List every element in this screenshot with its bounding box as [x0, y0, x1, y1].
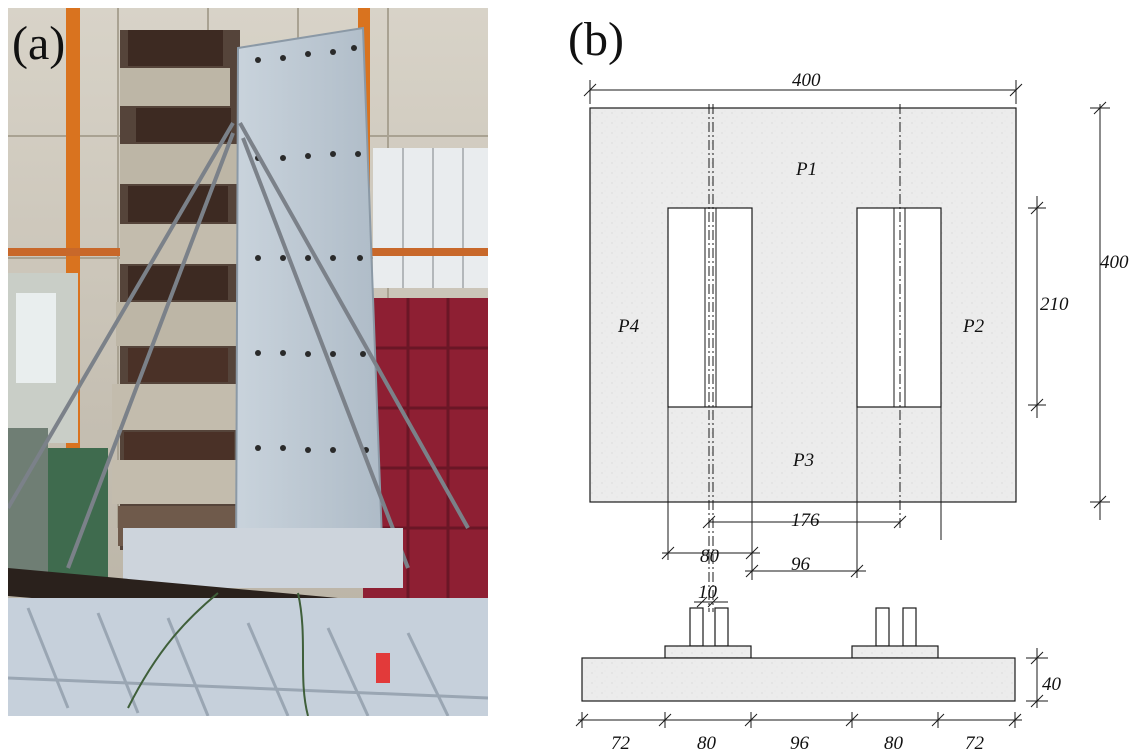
zone-label-p2: P2: [962, 316, 985, 337]
shaking-table: [8, 598, 488, 716]
hall-window: [373, 148, 488, 288]
dim-axis-spacing: [702, 515, 907, 529]
dim-top-width: [583, 80, 1023, 104]
wall-elevation: [589, 107, 1017, 503]
dim-bottom-chain-4: 72: [965, 733, 985, 754]
section-slab: [581, 657, 1016, 702]
axis-lines: [708, 104, 901, 612]
dim-right-height: [1090, 101, 1110, 520]
dim-opening-height-label: 210: [1040, 294, 1069, 315]
zone-label-p1: P1: [795, 159, 817, 180]
dim-axis-spacing-label: 176: [791, 510, 820, 531]
section-flanges: [689, 607, 917, 647]
dim-pier-between: [745, 564, 866, 578]
steel-base: [123, 528, 403, 588]
dim-bottom-chain: [575, 712, 1022, 728]
mass-blocks: [112, 30, 243, 550]
opening-right: [856, 207, 942, 408]
zone-label-p3: P3: [792, 450, 814, 471]
panel-label-a: (a): [12, 17, 66, 70]
wall-specimen: [234, 26, 385, 580]
specimen-photo: [8, 8, 488, 716]
zone-label-p4: P4: [617, 316, 640, 337]
bracing-cables: [8, 121, 470, 569]
dim-bottom-chain-2: 96: [790, 733, 810, 754]
opening-left: [667, 207, 753, 408]
extension-lines: [667, 407, 942, 580]
dim-slab-thickness-label: 40: [1042, 674, 1062, 695]
opening-inner-lines: [704, 208, 906, 407]
dim-pier-between-label: 96: [791, 554, 811, 575]
sensor-bottle: [376, 653, 390, 683]
dim-bottom-chain-1: 80: [697, 733, 717, 754]
dim-top-width-label: 400: [792, 70, 821, 91]
dim-flange-gap: [694, 596, 728, 608]
panel-label-b: (b): [568, 13, 624, 66]
dim-opening-width: [661, 546, 760, 560]
green-door: [38, 448, 108, 588]
dim-bottom-chain-0: 72: [611, 733, 631, 754]
dim-opening-height: [1028, 196, 1046, 418]
dim-bottom-chain-3: 80: [884, 733, 904, 754]
dim-flange-gap-label: 10: [698, 582, 718, 603]
dim-slab-thickness: [1026, 648, 1048, 708]
dim-opening-width-label: 80: [700, 546, 720, 567]
section-feet: [664, 645, 939, 659]
dim-right-height-label: 400: [1100, 252, 1129, 273]
